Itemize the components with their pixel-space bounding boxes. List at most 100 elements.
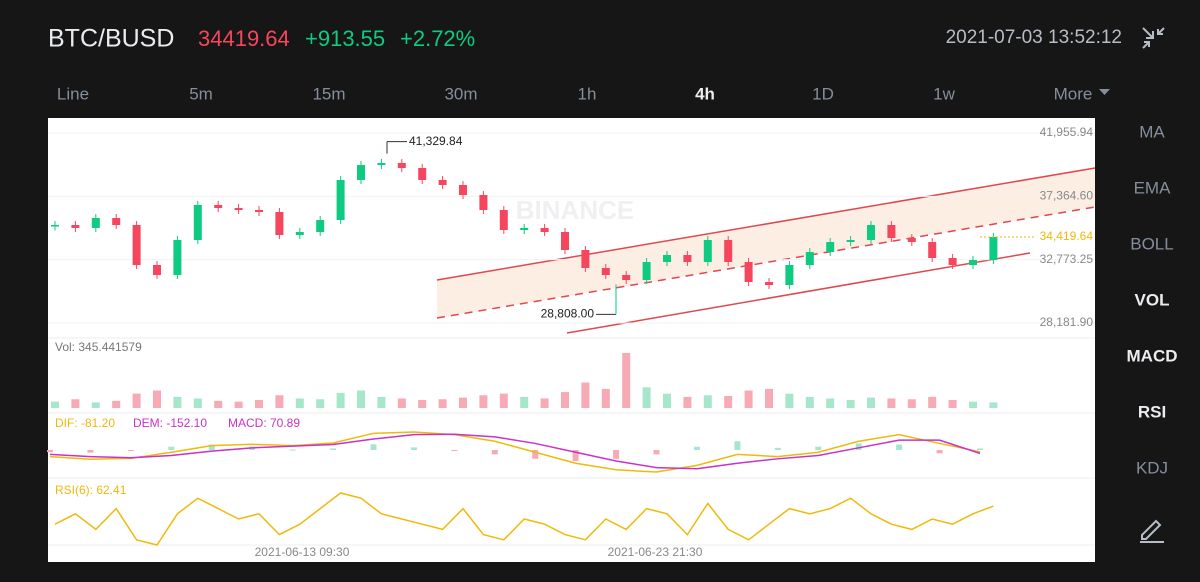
candle — [765, 282, 773, 286]
volume-bar — [377, 396, 386, 408]
collapse-icon[interactable] — [1142, 27, 1165, 49]
price-tick-label: 28,181.90 — [1040, 315, 1094, 329]
macd-hist — [532, 450, 539, 459]
tab[interactable]: 1w — [933, 84, 955, 103]
tab[interactable]: 15m — [312, 84, 345, 103]
price: 34419.64 — [198, 26, 290, 51]
tab[interactable]: 4h — [695, 84, 715, 103]
macd-hist — [693, 446, 700, 451]
macd-label: DEM: -152.10 — [133, 416, 207, 430]
candle — [887, 225, 896, 239]
volume-bar — [765, 388, 773, 408]
volume-bar — [581, 382, 590, 408]
macd-hist — [47, 450, 53, 453]
macd-hist — [289, 449, 296, 451]
macd-hist — [977, 448, 983, 451]
volume-bar — [826, 398, 835, 408]
rsi-label: RSI(6): 62.41 — [55, 483, 127, 497]
candle — [948, 258, 957, 266]
candle — [540, 227, 549, 233]
last-price-label: 34,419.64 — [1040, 229, 1094, 243]
volume-bar — [642, 387, 651, 408]
macd-hist — [330, 448, 337, 451]
candle — [499, 210, 508, 231]
candle — [459, 185, 467, 196]
candle — [234, 208, 243, 211]
candle — [826, 242, 835, 253]
tab[interactable]: 1h — [578, 84, 597, 103]
volume-bar — [255, 400, 263, 408]
candle — [336, 180, 345, 221]
volume-bar — [418, 400, 427, 408]
volume-bar — [907, 399, 916, 408]
macd-hist — [87, 450, 94, 453]
candle — [71, 225, 80, 228]
candle — [907, 238, 916, 243]
candle — [601, 268, 610, 276]
volume-bar — [724, 396, 733, 408]
tab[interactable]: 5m — [189, 84, 213, 103]
volume-bar — [132, 393, 141, 408]
macd-label: DIF: -81.20 — [55, 416, 115, 430]
macd-dem-line — [49, 433, 981, 470]
candle — [214, 205, 223, 209]
candle — [867, 225, 875, 241]
volume-bar — [459, 397, 467, 408]
candle — [193, 205, 202, 241]
time-label: 2021-06-13 09:30 — [255, 545, 350, 559]
candle — [642, 262, 651, 281]
tab[interactable]: More — [1054, 84, 1093, 103]
high-label: 41,329.84 — [409, 134, 463, 148]
tab[interactable]: 30m — [444, 84, 477, 103]
volume-bar — [785, 393, 794, 408]
side-menu-item[interactable]: KDJ — [1136, 458, 1168, 477]
side-menu-item[interactable]: EMA — [1134, 178, 1172, 197]
change-pct: +2.72% — [400, 26, 475, 51]
volume-bar — [663, 393, 671, 408]
volume-bar — [214, 400, 223, 408]
volume-bar — [601, 388, 610, 408]
candle — [153, 265, 161, 276]
candle — [112, 218, 121, 226]
volume-bar — [438, 399, 447, 408]
candle — [969, 260, 977, 266]
side-menu-item[interactable]: VOL — [1135, 290, 1170, 309]
candle — [255, 210, 263, 213]
macd-dif-line — [49, 431, 981, 473]
price-tick-label: 32,773.25 — [1040, 252, 1094, 266]
side-menu-item[interactable]: MA — [1139, 122, 1165, 141]
candle — [316, 220, 325, 233]
tab[interactable]: 1D — [812, 84, 834, 103]
volume-bar — [520, 396, 529, 408]
candle — [663, 255, 671, 263]
tab[interactable]: Line — [57, 84, 89, 103]
candle — [622, 275, 631, 281]
macd-hist — [410, 447, 417, 451]
volume-bar — [540, 398, 549, 408]
side-menu-item[interactable]: MACD — [1127, 346, 1178, 365]
volume-bar — [173, 396, 182, 408]
volume-bar — [234, 401, 243, 408]
side-menu-item[interactable]: RSI — [1138, 402, 1166, 421]
candle — [173, 240, 182, 276]
candle — [724, 240, 733, 263]
candle — [132, 225, 141, 266]
macd-hist — [774, 447, 781, 451]
volume-bar — [969, 401, 977, 408]
last-price-bg — [1035, 228, 1095, 245]
draw-tool-icon[interactable] — [1140, 519, 1164, 543]
macd-hist — [936, 450, 943, 454]
candle — [846, 240, 855, 243]
volume-bar — [397, 398, 406, 408]
volume-bar — [357, 390, 365, 408]
side-menu-item[interactable]: BOLL — [1130, 234, 1173, 253]
volume-bar — [336, 392, 345, 408]
volume-bar — [275, 395, 284, 408]
candle — [744, 262, 753, 283]
volume-bar — [479, 395, 488, 408]
dropdown-arrow[interactable] — [1099, 89, 1110, 95]
volume-bar — [622, 353, 631, 408]
candle — [357, 165, 365, 181]
